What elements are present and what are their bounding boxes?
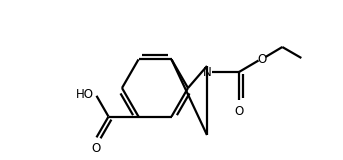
Text: N: N	[203, 65, 211, 79]
Text: HO: HO	[75, 88, 94, 101]
Text: O: O	[257, 52, 266, 65]
Text: O: O	[234, 105, 244, 118]
Text: O: O	[91, 142, 100, 155]
